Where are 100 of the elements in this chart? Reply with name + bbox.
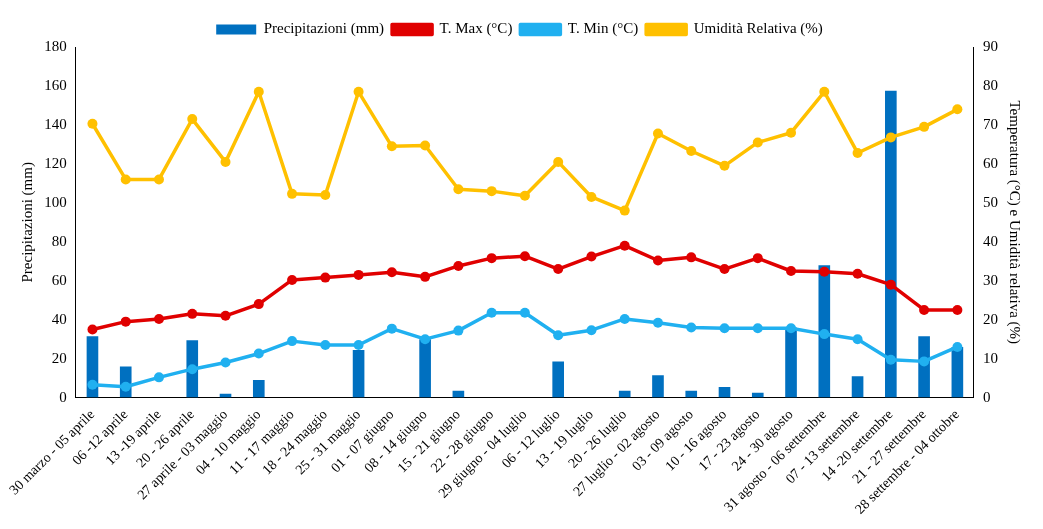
point	[353, 86, 364, 97]
point	[253, 348, 264, 359]
point	[619, 240, 630, 251]
point	[553, 330, 564, 341]
point	[353, 340, 364, 351]
y2-tick-label: 70	[983, 115, 998, 132]
legend-label: Umidità Relativa (%)	[693, 20, 823, 38]
point	[87, 118, 98, 129]
point	[686, 146, 697, 157]
point	[287, 336, 298, 347]
point	[819, 86, 830, 97]
bar	[419, 339, 431, 398]
y2-tick-label: 40	[983, 232, 998, 249]
point	[652, 128, 663, 139]
point	[719, 264, 730, 275]
point	[852, 268, 863, 279]
point	[519, 251, 530, 262]
y2-tick-label: 20	[983, 310, 998, 327]
y-tick-label: 120	[44, 154, 67, 171]
point	[752, 253, 763, 264]
point	[919, 121, 930, 132]
point	[220, 156, 231, 167]
point	[287, 188, 298, 199]
point	[187, 308, 198, 319]
bar	[552, 361, 564, 398]
point	[453, 260, 464, 271]
point	[619, 205, 630, 216]
point	[453, 184, 464, 195]
bar	[851, 376, 864, 398]
point	[819, 266, 830, 277]
point	[420, 140, 431, 151]
point	[652, 255, 663, 266]
point	[453, 325, 464, 336]
y-tick-label: 160	[44, 76, 67, 93]
point	[287, 274, 298, 285]
point	[519, 190, 530, 201]
point	[153, 372, 164, 383]
point	[353, 269, 364, 280]
y-tick-label: 140	[44, 115, 67, 132]
point	[153, 174, 164, 185]
point	[120, 316, 131, 327]
bar	[352, 349, 365, 398]
y-tick-label: 0	[59, 388, 67, 405]
bar	[785, 327, 797, 398]
point	[320, 272, 331, 283]
y2-tick-label: 60	[983, 154, 998, 171]
point	[952, 304, 963, 315]
y-tick-label: 20	[51, 349, 67, 366]
legend-label: T. Max (°C)	[439, 20, 513, 38]
point	[120, 174, 131, 185]
point	[220, 310, 231, 321]
y2-axis-title: Temperatura (°C) e Umidità relativa (%)	[1006, 100, 1024, 345]
legend-label: Precipitazioni (mm)	[263, 20, 385, 38]
bar	[652, 375, 664, 398]
point	[619, 313, 630, 324]
point	[486, 307, 497, 318]
point	[553, 264, 564, 275]
y-tick-label: 60	[51, 271, 67, 288]
bar	[618, 390, 631, 398]
point	[253, 86, 264, 97]
point	[586, 325, 597, 336]
point	[153, 313, 164, 324]
point	[187, 364, 198, 375]
y2-tick-label: 0	[983, 388, 991, 405]
point	[586, 251, 597, 262]
point	[486, 253, 497, 264]
point	[553, 156, 564, 167]
point	[586, 191, 597, 202]
point	[885, 279, 896, 290]
point	[652, 317, 663, 328]
point	[187, 114, 198, 125]
bar	[685, 390, 698, 398]
bar	[885, 90, 897, 398]
point	[885, 132, 896, 143]
point	[253, 299, 264, 310]
y2-tick-label: 90	[983, 37, 998, 54]
point	[919, 356, 930, 367]
point	[420, 334, 431, 345]
point	[87, 379, 98, 390]
point	[719, 323, 730, 334]
point	[852, 334, 863, 345]
point	[220, 357, 231, 368]
point	[786, 266, 797, 276]
point	[386, 267, 397, 278]
legend-label: T. Min (°C)	[567, 20, 639, 38]
y-tick-label: 180	[44, 37, 67, 54]
point	[386, 323, 397, 334]
point	[852, 147, 863, 158]
point	[786, 323, 797, 334]
y2-tick-label: 80	[983, 76, 998, 93]
point	[320, 340, 331, 351]
point	[885, 354, 896, 365]
y-tick-label: 40	[51, 310, 67, 327]
y-axis-title: Precipitazioni (mm)	[19, 162, 37, 283]
point	[87, 324, 98, 335]
point	[952, 104, 963, 115]
point	[320, 190, 331, 201]
point	[752, 137, 763, 148]
y-tick-label: 100	[44, 193, 67, 210]
y2-tick-label: 30	[983, 271, 998, 288]
